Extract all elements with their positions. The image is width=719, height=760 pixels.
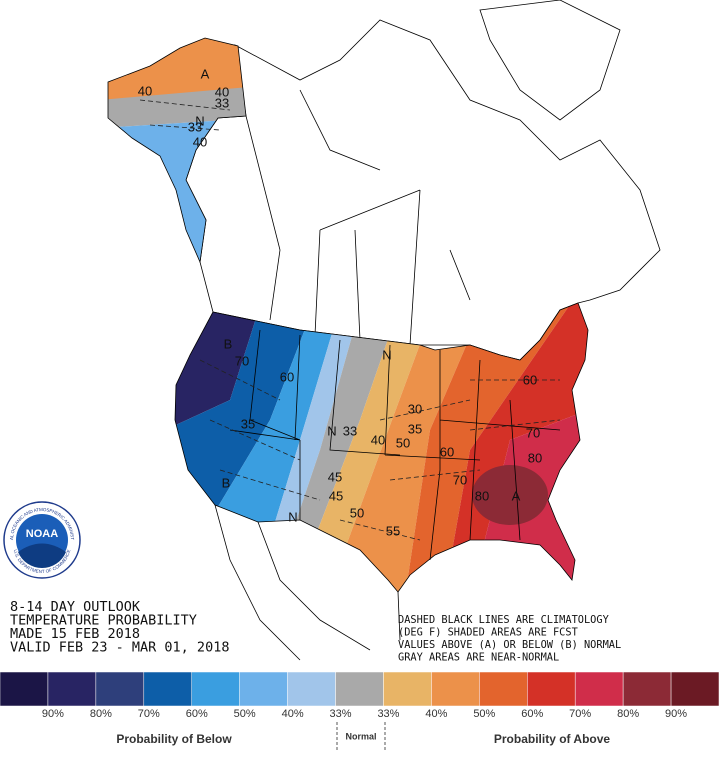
probability-area <box>400 303 580 592</box>
probability-area <box>472 465 548 525</box>
map <box>107 0 661 661</box>
legend-swatch <box>383 671 432 707</box>
outlook-line: MADE 15 FEB 2018 <box>10 626 140 642</box>
legend-swatch <box>574 671 624 707</box>
legend-swatch <box>239 671 288 707</box>
legend-swatch <box>143 671 192 707</box>
note-line: DASHED BLACK LINES ARE CLIMATOLOGY <box>398 614 610 626</box>
legend-swatch <box>95 671 145 707</box>
logo-name: NOAA <box>26 528 58 540</box>
above-title: Probability of Above <box>494 732 611 746</box>
noaa-logo: NOAA NATIONAL OCEANIC AND ATMOSPHERIC AD… <box>0 0 81 579</box>
state-lines <box>229 329 561 561</box>
legend-swatch <box>527 671 576 707</box>
outlook-line: 8-14 DAY OUTLOOK <box>10 599 141 615</box>
legend-swatch <box>335 671 384 707</box>
probability-area <box>210 303 345 545</box>
legend-label: 80% <box>90 708 112 720</box>
canada-outline <box>185 19 661 361</box>
map-label: 35 <box>408 421 422 436</box>
logo-ring-top: NATIONAL OCEANIC AND ATMOSPHERIC ADMINIS… <box>0 0 75 540</box>
legend-swatch <box>431 671 480 707</box>
outlook-line: VALID FEB 23 - MAR 01, 2018 <box>10 640 229 656</box>
map-label: 50 <box>396 435 410 450</box>
map-label: 80 <box>528 450 542 465</box>
legend-label: 33% <box>377 708 399 720</box>
legend-label: 70% <box>569 708 591 720</box>
note-line: GRAY AREAS ARE NEAR-NORMAL <box>398 652 559 664</box>
greenland-outline <box>479 0 621 121</box>
map-label: 40 <box>193 134 207 149</box>
map-label: 30 <box>408 401 422 416</box>
outlook-line: TEMPERATURE PROBABILITY <box>10 613 197 629</box>
map-label: B <box>224 336 233 351</box>
climatology-lines <box>139 99 561 541</box>
map-label: 40 <box>215 84 229 99</box>
mexico-outline <box>214 504 401 661</box>
legend-label: 60% <box>186 708 208 720</box>
us-outline <box>174 302 589 593</box>
legend-label: 90% <box>665 708 687 720</box>
legend-swatch <box>479 671 528 707</box>
legend-swatch <box>191 671 240 707</box>
map-label: N <box>195 113 204 128</box>
map-label: N <box>288 509 297 524</box>
map-label: 45 <box>329 488 343 503</box>
legend-label: 40% <box>425 708 447 720</box>
map-label: N <box>327 423 336 438</box>
map-label: 40 <box>371 432 385 447</box>
legend-label: 60% <box>521 708 543 720</box>
note-line: (DEG F) SHADED AREAS ARE FCST <box>398 627 578 639</box>
map-label: 80 <box>475 488 489 503</box>
legend-label: 40% <box>282 708 304 720</box>
legend-swatch <box>287 671 336 707</box>
below-title: Probability of Below <box>116 732 232 746</box>
map-label: 33 <box>188 119 202 134</box>
note-line: VALUES ABOVE (A) OR BELOW (B) NORMAL <box>398 639 621 651</box>
legend-label: 80% <box>617 708 639 720</box>
legend-label: 70% <box>138 708 160 720</box>
probability-area <box>268 303 365 545</box>
logo-ring-top-path: NATIONAL OCEANIC AND ATMOSPHERIC ADMINIS… <box>0 0 75 540</box>
legend-swatch <box>47 671 97 707</box>
map-label: 33 <box>343 423 357 438</box>
probability-area <box>330 303 490 592</box>
probability-area <box>312 303 440 590</box>
alaska-outline <box>107 37 247 264</box>
map-label: B <box>222 475 231 490</box>
map-label: 35 <box>241 416 255 431</box>
map-label: 50 <box>350 505 364 520</box>
legend-label: 33% <box>330 708 352 720</box>
legend-swatch <box>0 671 49 707</box>
map-label: A <box>512 488 521 503</box>
legend-label: 50% <box>473 708 495 720</box>
map-label: N <box>382 347 391 362</box>
map-label: 60 <box>280 369 294 384</box>
legend-label: 90% <box>42 708 64 720</box>
map-label: A <box>201 66 210 81</box>
map-label: 70 <box>235 353 249 368</box>
legend-swatch <box>670 671 719 707</box>
probability-area <box>288 303 405 545</box>
map-label: 45 <box>328 469 342 484</box>
map-label: 70 <box>453 472 467 487</box>
legend-swatch <box>622 671 672 707</box>
map-label: 40 <box>138 83 152 98</box>
map-label: 60 <box>523 372 537 387</box>
map-label: 33 <box>215 95 229 110</box>
map-label: 60 <box>440 444 454 459</box>
normal-title: Normal <box>345 731 376 741</box>
map-label: 55 <box>386 523 400 538</box>
probability-area <box>108 118 246 262</box>
legend-label: 50% <box>234 708 256 720</box>
province-lines <box>245 89 471 346</box>
map-label: 70 <box>526 425 540 440</box>
probability-area <box>175 303 320 520</box>
